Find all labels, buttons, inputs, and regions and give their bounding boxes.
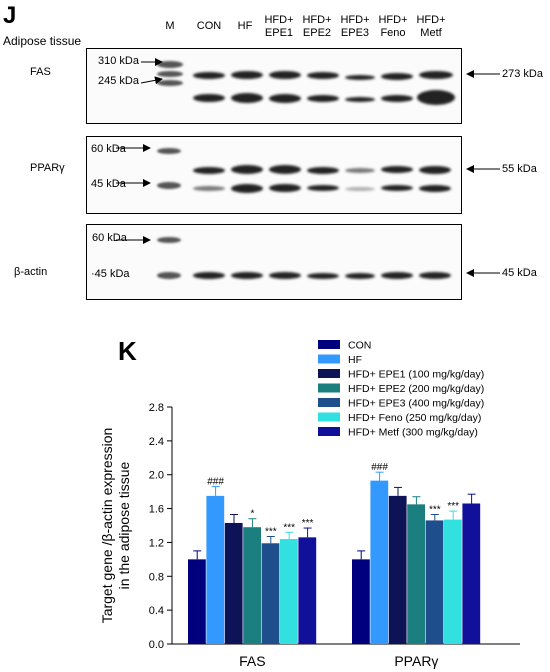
bar <box>407 504 425 644</box>
blot-size-actin: 45 kDa <box>502 267 537 279</box>
legend-swatch <box>318 340 340 349</box>
legend-swatch <box>318 427 340 436</box>
lane-label-metf: HFD+ Metf <box>416 14 446 39</box>
lane-label-con: CON <box>196 20 222 32</box>
blot-protein-actin: β-actin <box>14 266 48 278</box>
significance-label: ### <box>371 462 388 473</box>
tissue-label: Adipose tissue <box>3 34 82 48</box>
significance-label: *** <box>447 501 459 512</box>
y-tick-label: 0.8 <box>149 571 164 583</box>
significance-label: ### <box>207 477 224 488</box>
y-axis-label-line: in the adipose tissue <box>116 461 132 589</box>
bar <box>206 495 225 644</box>
bar-chart: 0.0 0.4 0.8 1.2 1.6 2.0 2.4 2.8 Target gene /β-a… <box>99 340 520 669</box>
lane-label-feno: HFD+ Feno <box>378 14 408 39</box>
lane-label-epe1: HFD+ EPE1 <box>264 14 294 39</box>
arrow-icon <box>140 76 163 85</box>
blot-size-ppar: 55 kDa <box>502 163 537 175</box>
lane-label-m: M <box>165 20 175 32</box>
legend-swatch <box>318 398 340 407</box>
y-axis-label-line: Target gene /β-actin expression <box>99 428 115 624</box>
marker-label: 245 kDa <box>98 75 139 87</box>
y-tick-label: 0.4 <box>149 605 164 617</box>
y-tick-label: 1.2 <box>149 537 164 549</box>
blot-fas: 310 kDa 245 kDa <box>86 48 462 124</box>
significance-label: *** <box>283 522 295 533</box>
lane-label-hf: HF <box>237 20 253 32</box>
legend-swatch <box>318 369 340 378</box>
significance-label: *** <box>265 527 277 538</box>
lane-label-epe2: HFD+ EPE2 <box>302 14 332 39</box>
bar <box>444 519 462 644</box>
y-axis-label: Target gene /β-actin expressionin the ad… <box>99 428 132 624</box>
legend-swatch <box>318 354 340 364</box>
marker-label: 310 kDa <box>98 55 139 67</box>
legend-label: HF <box>348 354 362 366</box>
marker-label: ·45 kDa <box>91 268 130 280</box>
bar <box>462 503 481 644</box>
bar <box>298 537 317 644</box>
marker-label: 60 kDa <box>91 143 126 155</box>
y-tick-label: 0.0 <box>149 639 164 651</box>
legend-swatch <box>318 383 340 393</box>
bar <box>224 522 243 644</box>
bar <box>370 480 389 644</box>
y-tick-label: 2.0 <box>149 470 164 482</box>
blot-size-fas: 273 kDa <box>502 68 543 80</box>
panel-j-letter: J <box>3 2 17 29</box>
blot-protein-fas: FAS <box>30 66 51 78</box>
panel-k-letter: K <box>118 336 137 366</box>
legend-label: HFD+ EPE3 (400 mg/kg/day) <box>348 398 484 410</box>
bar <box>243 527 261 644</box>
legend-label: HFD+ Metf (300 mg/kg/day) <box>348 427 478 439</box>
x-category-label: FAS <box>239 653 265 669</box>
significance-label: *** <box>429 504 441 515</box>
legend-label: HFD+ Feno (250 mg/kg/day) <box>348 412 481 424</box>
bar <box>188 559 206 644</box>
legend-label: CON <box>348 340 371 352</box>
bar <box>425 520 444 644</box>
marker-label: 60 kDa <box>92 232 127 244</box>
bar <box>261 543 280 644</box>
bar <box>352 559 370 644</box>
blot-protein-ppar: PPARγ <box>30 162 65 174</box>
lane-label-epe3: HFD+ EPE3 <box>340 14 370 39</box>
y-tick-label: 2.8 <box>149 402 164 414</box>
legend-swatch <box>318 412 340 422</box>
bar <box>388 495 407 644</box>
blot-arrows <box>116 58 500 277</box>
x-category-label: PPARγ <box>394 653 438 669</box>
significance-label: * <box>250 509 254 520</box>
marker-label: 45 kDa <box>91 178 126 190</box>
y-tick-label: 1.6 <box>149 504 164 516</box>
bar <box>280 539 298 644</box>
legend-label: HFD+ EPE2 (200 mg/kg/day) <box>348 383 484 395</box>
significance-label: *** <box>302 518 314 529</box>
y-tick-label: 2.4 <box>149 436 164 448</box>
legend-label: HFD+ EPE1 (100 mg/kg/day) <box>348 369 484 381</box>
